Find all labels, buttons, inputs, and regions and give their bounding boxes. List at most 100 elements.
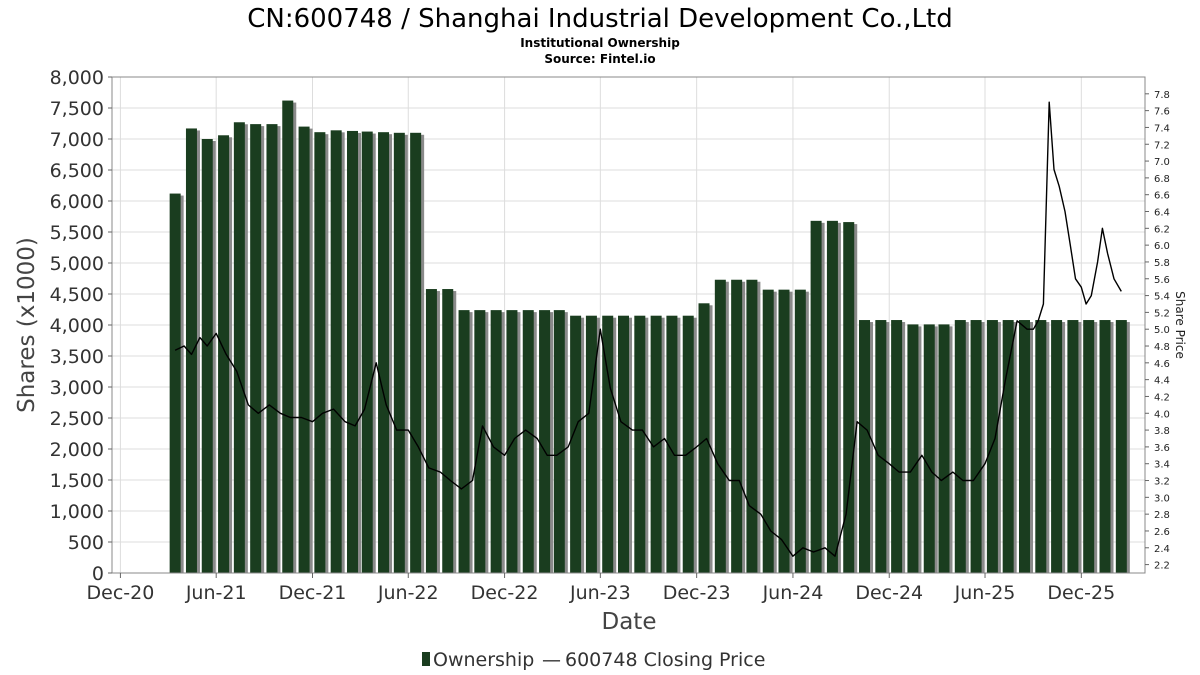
ownership-bar xyxy=(938,324,950,573)
ownership-bar xyxy=(682,315,694,573)
ownership-bar xyxy=(201,139,213,573)
y2-tick-label: 7.4 xyxy=(1154,123,1170,134)
legend: Ownership — 600748 Closing Price xyxy=(422,649,765,671)
legend-ownership-swatch xyxy=(422,652,430,666)
y2-tick-label: 2.2 xyxy=(1154,561,1170,572)
x-tick-label: Dec-23 xyxy=(663,582,731,604)
y-axis-title: Shares (x1000) xyxy=(14,237,40,413)
ownership-bar xyxy=(553,310,565,573)
ownership-bar xyxy=(907,324,919,573)
x-tick-label: Jun-25 xyxy=(954,582,1016,604)
y2-tick-label: 7.0 xyxy=(1154,157,1170,168)
y2-axis: 2.2 2.4 2.6 2.8 3.0 3.2 3.4 3.6 3.8 4.0 4.2 4.4 4.6 4… xyxy=(1145,90,1170,572)
ownership-bar xyxy=(169,193,181,573)
ownership-bar xyxy=(282,100,294,573)
x-tick-label: Dec-24 xyxy=(855,582,923,604)
ownership-bar xyxy=(506,310,518,573)
y2-tick-label: 6.0 xyxy=(1154,241,1170,252)
ownership-bar xyxy=(1035,320,1047,573)
ownership-bar xyxy=(442,289,454,573)
legend-price-swatch: — xyxy=(542,649,561,671)
ownership-bar xyxy=(585,315,597,573)
ownership-bar xyxy=(970,320,982,573)
y2-tick-label: 7.2 xyxy=(1154,140,1170,151)
y2-tick-label: 7.6 xyxy=(1154,107,1170,118)
y2-tick-label: 5.4 xyxy=(1154,292,1170,303)
y2-tick-label: 4.8 xyxy=(1154,342,1170,353)
ownership-bar xyxy=(378,132,390,573)
closing-price-line xyxy=(174,101,1122,557)
y-tick-label: 5,500 xyxy=(50,222,104,244)
ownership-bar xyxy=(859,320,871,573)
ownership-bar xyxy=(634,315,646,573)
ownership-bar xyxy=(425,289,437,573)
ownership-bar xyxy=(875,320,887,573)
y-tick-label: 5,000 xyxy=(50,253,104,275)
x-tick-label: Dec-25 xyxy=(1047,582,1115,604)
y-tick-label: 1,000 xyxy=(50,501,104,523)
ownership-bar xyxy=(666,315,678,573)
y-tick-label: 4,500 xyxy=(50,284,104,306)
y2-tick-label: 7.8 xyxy=(1154,90,1170,101)
ownership-bar xyxy=(218,135,230,573)
ownership-bar xyxy=(490,310,502,573)
legend-price-label: 600748 Closing Price xyxy=(565,649,765,671)
y-tick-label: 1,500 xyxy=(50,470,104,492)
chart-source: Source: Fintel.io xyxy=(544,52,655,66)
ownership-bar xyxy=(762,289,774,573)
ownership-bar xyxy=(746,279,758,573)
y-axis: 0 500 1,000 1,500 2,000 2,500 3,000 3,500 4,000 4… xyxy=(50,67,112,585)
ownership-bar xyxy=(539,310,551,573)
ownership-bar xyxy=(810,220,822,573)
ownership-bar xyxy=(330,130,342,573)
y-tick-label: 3,000 xyxy=(50,377,104,399)
y2-tick-label: 2.8 xyxy=(1154,510,1170,521)
y-tick-label: 8,000 xyxy=(50,67,104,89)
ownership-bar xyxy=(458,310,470,573)
x-tick-label: Jun-21 xyxy=(185,582,247,604)
ownership-bars xyxy=(169,100,1130,574)
ownership-bar xyxy=(618,315,630,573)
ownership-bar xyxy=(570,315,582,573)
x-tick-label: Dec-20 xyxy=(87,582,155,604)
ownership-bar xyxy=(1018,320,1030,573)
ownership-bar xyxy=(250,124,262,574)
ownership-bar xyxy=(731,279,743,573)
chart-subtitle: Institutional Ownership xyxy=(520,36,680,50)
ownership-bar xyxy=(602,315,614,573)
y2-tick-label: 3.2 xyxy=(1154,477,1170,488)
ownership-bar xyxy=(891,320,903,573)
ownership-bar xyxy=(361,131,373,573)
ownership-bar xyxy=(843,222,855,573)
ownership-bar xyxy=(714,279,726,573)
ownership-bar xyxy=(1067,320,1079,573)
ownership-bar xyxy=(233,122,245,573)
ownership-bar xyxy=(923,324,935,573)
y2-tick-label: 2.4 xyxy=(1154,544,1170,555)
ownership-bar xyxy=(185,128,197,573)
ownership-bar xyxy=(522,310,534,573)
ownership-bar xyxy=(1099,320,1111,573)
ownership-bar xyxy=(778,289,790,573)
ownership-bar xyxy=(393,132,405,574)
y-tick-label: 3,500 xyxy=(50,346,104,368)
y-tick-label: 0 xyxy=(92,563,104,585)
y-tick-label: 7,500 xyxy=(50,98,104,120)
x-tick-label: Jun-24 xyxy=(762,582,824,604)
chart-title: CN:600748 / Shanghai Industrial Developm… xyxy=(247,4,953,34)
y2-tick-label: 3.0 xyxy=(1154,493,1170,504)
y2-tick-label: 3.8 xyxy=(1154,426,1170,437)
y-tick-label: 6,500 xyxy=(50,160,104,182)
y2-tick-label: 3.6 xyxy=(1154,443,1170,454)
ownership-bar xyxy=(346,130,358,573)
y2-tick-label: 4.2 xyxy=(1154,392,1170,403)
ownership-bar xyxy=(1115,320,1127,573)
y2-tick-label: 3.4 xyxy=(1154,460,1170,471)
y2-tick-label: 6.6 xyxy=(1154,191,1170,202)
x-tick-label: Dec-22 xyxy=(471,582,539,604)
ownership-bar xyxy=(1002,320,1014,573)
y2-tick-label: 5.6 xyxy=(1154,275,1170,286)
x-tick-label: Jun-23 xyxy=(569,582,631,604)
y-tick-label: 2,500 xyxy=(50,408,104,430)
